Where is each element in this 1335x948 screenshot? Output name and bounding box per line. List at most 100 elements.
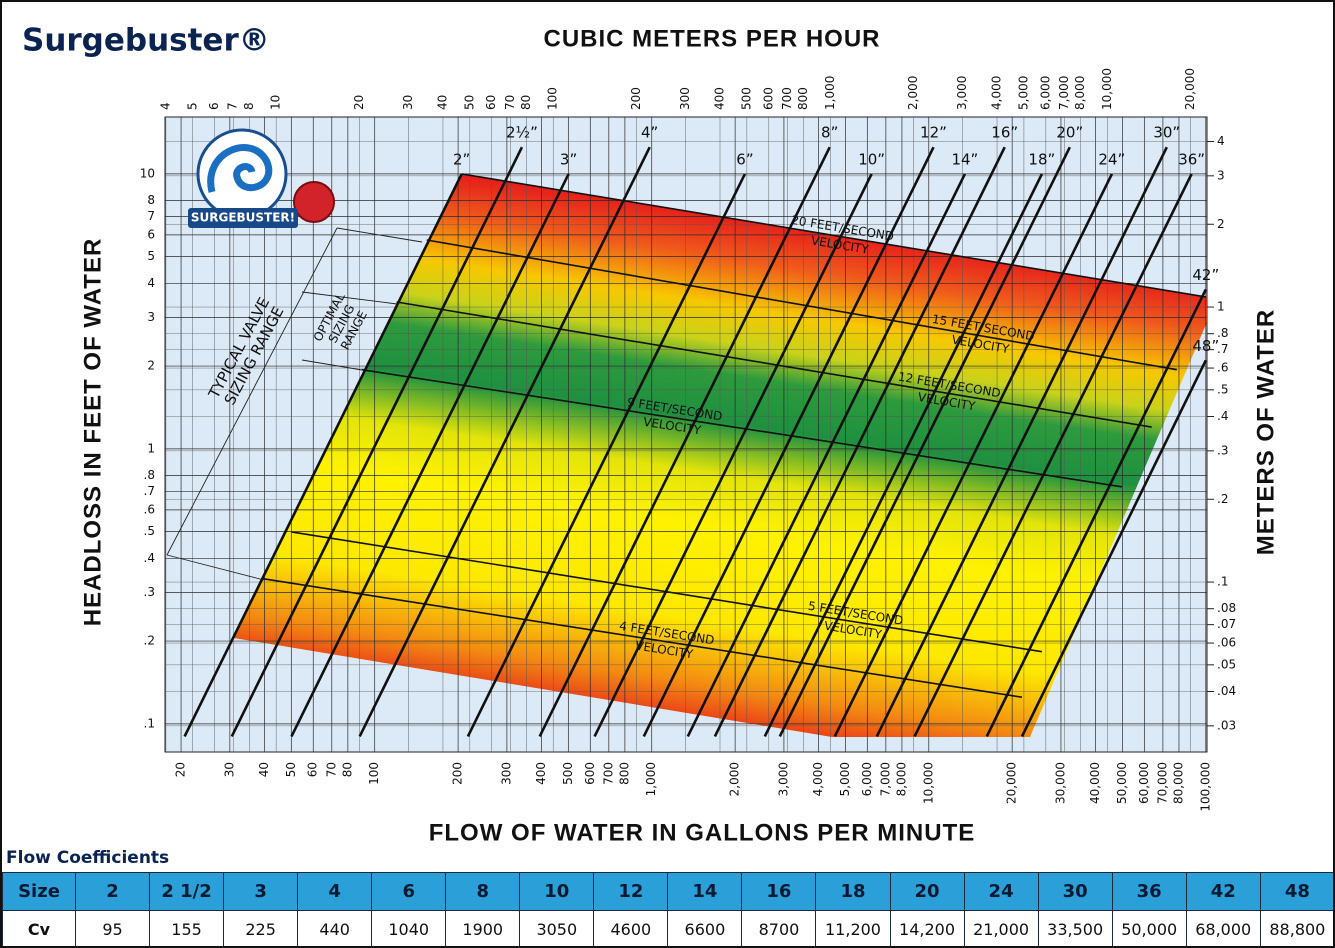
y2-tick-label: .8 [1217,326,1228,340]
x2-tick-label: 300 [678,87,692,110]
logo-band [188,208,298,228]
y2-tick-label: 1 [1217,300,1225,314]
x2-tick-label: 700 [780,87,794,110]
x2-tick-label: 800 [796,87,810,110]
header-cell: 2 [74,872,151,911]
header-cell: 14 [667,872,743,911]
y2-axis-title: METERS OF WATER [1252,309,1279,556]
pipe-line [1020,359,1207,737]
leader-line [301,291,398,305]
table-cell: 68,000 [1185,910,1261,946]
logo-glove [293,181,335,223]
header-cell: 12 [593,872,669,911]
x-tick-label: 300 [499,762,513,785]
y-tick-label: .3 [144,585,155,599]
x2-tick-label: 30 [401,95,415,110]
pipe-line [642,146,935,737]
x-tick-label: 400 [534,762,548,785]
x-tick-label: 6,000 [860,762,874,796]
y2-tick-label: 3 [1217,168,1225,182]
y-tick-label: 10 [140,166,155,180]
x-tick-label: 10,000 [921,762,935,804]
y-tick-label: 7 [147,209,155,223]
pipe-label: 24” [1098,150,1125,168]
x-tick-label: 100 [367,762,381,785]
logo-text: SURGEBUSTER! [191,211,295,225]
table-cell: 95 [74,910,151,946]
pipe-label: 30” [1153,124,1180,142]
table-cell: Cv [2,910,76,946]
x-tick-label: 2,000 [728,762,742,796]
x2-tick-label: 600 [761,87,775,110]
pipe-line [466,173,747,737]
header-cell: 6 [371,872,447,911]
table-cell: 14,200 [889,910,965,946]
table-title: Flow Coefficients [6,848,170,868]
leader-line [336,227,423,243]
x-tick-label: 500 [561,762,575,785]
pipe-label: 8” [821,124,838,142]
table-cell: 21,000 [963,910,1039,946]
pipe-label: 12” [920,124,947,142]
x2-tick-label: 4 [158,102,172,110]
header-cell: 20 [889,872,965,911]
y-axis-title: HEADLOSS IN FEET OF WATER [79,238,106,627]
table-cell: 8700 [741,910,817,946]
x2-tick-label: 8 [242,102,256,110]
pipe-line [358,146,651,737]
x2-tick-label: 2,000 [906,76,920,110]
x2-tick-label: 4,000 [990,76,1004,110]
x-tick-label: 4,000 [811,762,825,796]
header-cell: 3 [223,872,299,911]
table-cell: 3050 [519,910,595,946]
y-tick-label: .2 [144,634,155,648]
x2-tick-label: 400 [713,87,727,110]
x2-tick-label: 5 [185,102,199,110]
y-tick-label: 1 [147,441,155,455]
y2-tick-label: .5 [1217,382,1228,396]
y-tick-label: .4 [144,551,155,565]
pipe-line [778,146,1071,737]
pipe-line [985,288,1207,737]
leader-line [301,359,363,371]
y-tick-label: .6 [144,502,155,516]
y2-tick-label: .7 [1217,342,1228,356]
table-cell: 440 [297,910,373,946]
chart-title: Surgebuster® [22,23,270,59]
data-row: Cv 95 155 225 440 1040 1900 3050 4600 6600 8700 11,… [2,910,1333,946]
pipe-label: 3” [560,150,577,168]
header-cell: 36 [1111,872,1187,911]
y2-tick-label: .4 [1217,409,1228,423]
y2-tick-label: .6 [1217,361,1228,375]
x2-tick-label: 6 [207,102,221,110]
x-tick-label: 3,000 [776,762,790,796]
header-row: Size 2 2 1/2 3 4 6 8 10 12 14 16 18 20 24 30 36 42 48 [2,872,1333,911]
y2-tick-label: .06 [1217,636,1236,650]
pipe-line [713,146,1006,737]
y-tick-label: 5 [147,249,155,263]
x2-tick-label: 20 [352,95,366,110]
pipe-line [686,173,967,737]
pipe-label: 20” [1056,124,1083,142]
y-tick-label: .1 [144,716,155,730]
x2-tick-label: 3,000 [955,76,969,110]
velocity-line [291,531,1043,653]
y2-tick-label: .04 [1217,684,1236,698]
table-cell: 33,500 [1037,910,1113,946]
velocity-line [396,301,1152,428]
x-tick-label: 60,000 [1137,762,1151,804]
x-tick-label: 20,000 [1005,762,1019,804]
pipe-line [593,173,873,737]
x-tick-label: 30 [222,762,236,777]
x-tick-label: 80 [340,762,354,777]
y-tick-label: 3 [147,310,155,324]
x2-tick-label: 5,000 [1016,76,1030,110]
x-tick-label: 20 [174,762,188,777]
pipe-line [538,146,831,737]
header-cell: 18 [815,872,891,911]
pipe-line [290,173,570,737]
x-tick-label: 100,000 [1198,762,1212,812]
x2-tick-label: 200 [629,87,643,110]
x2-tick-label: 70 [503,95,517,110]
pipe-line [763,173,1044,737]
